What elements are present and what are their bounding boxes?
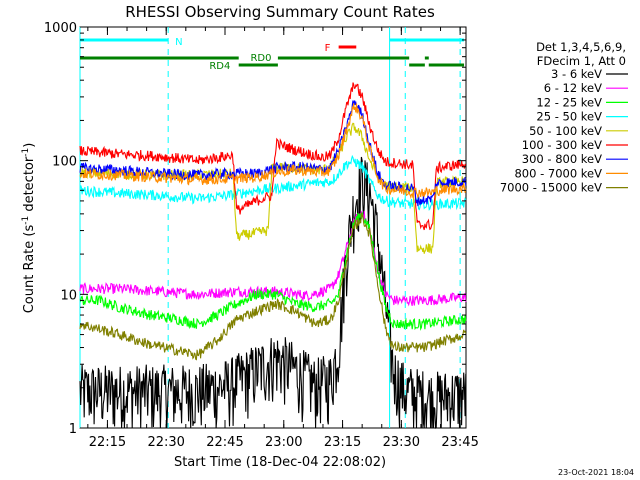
y-tick-label-0: 1 [69, 422, 77, 437]
chart-title: RHESSI Observing Summary Count Rates [125, 3, 435, 21]
y-tick-label-1: 10 [60, 288, 77, 303]
y-axis-ticks: 1 10 100 1000 [44, 21, 466, 437]
series-line-7 [79, 103, 467, 200]
x-tick-label-2: 22:45 [206, 435, 243, 450]
y-axis-label: Count Rate (s-1 detector-1) [21, 143, 37, 314]
series-line-2 [79, 212, 467, 331]
y-tick-label-3: 1000 [44, 21, 77, 36]
series-line-1 [79, 210, 467, 307]
legend-label-2: 12 - 25 keV [536, 95, 602, 109]
x-tick-label-6: 23:45 [441, 435, 478, 450]
series-line-0 [79, 156, 467, 429]
legend-label-7: 800 - 7000 keV [514, 166, 602, 180]
x-tick-label-3: 23:00 [265, 435, 302, 450]
legend-label-8: 7000 - 15000 keV [500, 181, 602, 195]
cyan-marker-lines [79, 27, 461, 428]
legend-header-2: FDecim 1, Att 0 [537, 54, 626, 68]
state-label-n: N [175, 37, 182, 48]
series-line-8 [79, 212, 467, 361]
y-tick-label-2: 100 [52, 155, 77, 170]
series-line-5 [79, 82, 466, 231]
legend-header-1: Det 1,3,4,5,6,9, [536, 40, 626, 54]
legend-label-6: 300 - 800 keV [522, 152, 602, 166]
x-tick-label-1: 22:30 [147, 435, 184, 450]
x-axis-ticks: 22:15 22:30 22:45 23:00 23:15 23:30 23:45 [87, 27, 479, 450]
legend-label-3: 25 - 50 keV [536, 110, 602, 124]
legend-label-1: 6 - 12 keV [544, 81, 602, 95]
legend-label-4: 50 - 100 keV [529, 124, 602, 138]
series-line-3 [79, 154, 467, 211]
generated-timestamp: 23-Oct-2021 18:04 [558, 468, 634, 477]
x-axis-label: Start Time (18-Dec-04 22:08:02) [174, 455, 386, 470]
x-tick-label-5: 23:30 [383, 435, 420, 450]
legend: Det 1,3,4,5,6,9, FDecim 1, Att 0 3 - 6 k… [500, 40, 628, 195]
data-series [79, 82, 467, 429]
state-label-f: F [325, 43, 331, 54]
x-tick-label-0: 22:15 [89, 435, 126, 450]
legend-label-0: 3 - 6 keV [551, 67, 602, 81]
state-bars: N F RD0 RD4 [80, 37, 465, 72]
legend-label-5: 100 - 300 keV [522, 138, 602, 152]
state-label-rd4: RD4 [209, 61, 230, 72]
state-label-rd0: RD0 [250, 53, 271, 64]
x-tick-label-4: 23:15 [324, 435, 361, 450]
